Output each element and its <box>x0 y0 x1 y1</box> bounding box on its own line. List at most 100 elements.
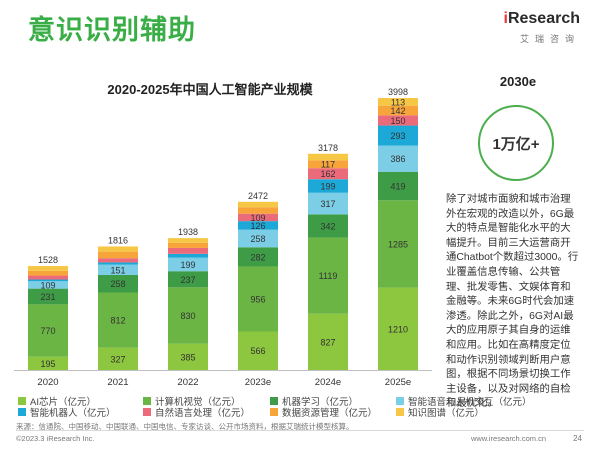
bar-segment <box>238 201 278 208</box>
bar-segment <box>308 313 348 370</box>
bar-segment <box>28 288 68 305</box>
bar-segment <box>168 343 208 370</box>
bar-segment <box>168 257 208 272</box>
legend-label: 智能语音与人机交互（亿元） <box>408 397 532 408</box>
data-label: 1285 <box>388 239 408 249</box>
logo-i: i <box>503 10 508 27</box>
data-label: 258 <box>250 234 265 244</box>
data-label: 142 <box>390 106 405 116</box>
bar-segment <box>238 221 278 230</box>
bar-segment <box>308 192 348 215</box>
total-label: 1816 <box>108 235 128 245</box>
bar-segment <box>378 145 418 172</box>
legend-label: 自然语言处理（亿元） <box>155 408 251 419</box>
data-label: 342 <box>320 221 335 231</box>
bar-segment <box>168 253 208 258</box>
website: www.iresearch.com.cn <box>470 434 546 443</box>
copyright: ©2023.3 iResearch Inc. <box>16 434 95 443</box>
total-label: 3178 <box>318 143 338 153</box>
total-label: 1528 <box>38 255 58 265</box>
logo-subtitle: 艾瑞咨询 <box>519 34 580 44</box>
total-label: 3998 <box>388 87 408 97</box>
data-label: 162 <box>320 169 335 179</box>
bar-segment <box>98 251 138 259</box>
bar-segment <box>28 304 68 357</box>
legend-item: 机器学习（亿元） <box>270 394 358 408</box>
data-label: 827 <box>320 337 335 347</box>
bar-segment <box>238 331 278 370</box>
highlight-circle: 1万亿+ <box>478 105 554 181</box>
legend-item: 知识图谱（亿元） <box>396 405 484 419</box>
bar-segment <box>378 171 418 201</box>
logo-wordmark: iResearch <box>504 10 581 28</box>
logo-research: Research <box>507 10 580 27</box>
bar-segment <box>98 274 138 293</box>
bar-segment <box>308 214 348 238</box>
bar-segment <box>238 247 278 267</box>
data-label: 282 <box>250 252 265 262</box>
legend-swatch <box>18 397 26 405</box>
data-label: 830 <box>180 311 195 321</box>
legend-label: 计算机视觉（亿元） <box>155 397 241 408</box>
data-label: 195 <box>40 359 55 369</box>
category-label: 2024e <box>315 377 341 388</box>
footer-divider <box>16 430 584 431</box>
data-label: 231 <box>40 292 55 302</box>
bar-segment <box>378 105 418 116</box>
legend-swatch <box>270 408 278 416</box>
legend-label: 数据资源管理（亿元） <box>282 408 378 419</box>
chart-title: 2020-2025年中国人工智能产业规模 <box>107 82 313 97</box>
page-number: 24 <box>573 434 582 443</box>
bar-segment <box>98 347 138 370</box>
data-label: 770 <box>40 326 55 336</box>
data-label: 113 <box>391 97 405 107</box>
legend-label: AI芯片（亿元） <box>30 397 96 408</box>
bar-segment <box>238 229 278 248</box>
data-label: 419 <box>390 182 405 192</box>
legend-item: 自然语言处理（亿元） <box>143 405 250 419</box>
total-label: 2472 <box>248 191 268 201</box>
legend-item: AI芯片（亿元） <box>18 394 96 408</box>
bar-segment <box>28 266 68 271</box>
data-label: 317 <box>320 199 335 209</box>
legend-swatch <box>143 397 151 405</box>
legend-swatch <box>396 408 404 416</box>
bar-segment <box>308 160 348 169</box>
bar-segment <box>308 153 348 161</box>
bar-segment <box>238 213 278 222</box>
data-label: 1119 <box>319 271 338 281</box>
data-label: 385 <box>180 352 195 362</box>
bar-segment <box>378 200 418 288</box>
data-label: 237 <box>180 275 195 285</box>
category-label: 2023e <box>245 377 271 388</box>
category-label: 2020 <box>37 377 58 388</box>
legend-swatch <box>18 408 26 416</box>
legend-item: 计算机视觉（亿元） <box>143 394 241 408</box>
legend-swatch <box>143 408 151 416</box>
bar-segment <box>238 207 278 214</box>
bar-segment <box>168 287 208 344</box>
bar-segment <box>308 179 348 193</box>
bar-segment <box>378 125 418 146</box>
data-label: 327 <box>110 354 125 364</box>
legend-swatch <box>270 397 278 405</box>
legend-item: 智能机器人（亿元） <box>18 405 116 419</box>
legend-label: 机器学习（亿元） <box>282 397 359 408</box>
bar-segment <box>378 98 418 106</box>
highlight-value: 1万亿+ <box>492 135 540 153</box>
bar-segment <box>168 247 208 254</box>
legend-label: 知识图谱（亿元） <box>408 408 485 419</box>
category-label: 2025e <box>385 377 411 388</box>
slide-title: 意识识别辅助 <box>28 15 196 45</box>
bar-segment <box>378 115 418 126</box>
category-label: 2021 <box>107 377 128 388</box>
bar-segment <box>28 281 68 289</box>
data-label: 1210 <box>388 324 408 334</box>
data-label: 812 <box>110 316 125 326</box>
data-label: 386 <box>390 154 405 164</box>
data-label: 117 <box>321 160 335 170</box>
bar-segment <box>168 271 208 288</box>
bar-segment <box>378 287 418 370</box>
bar-segment <box>238 266 278 332</box>
